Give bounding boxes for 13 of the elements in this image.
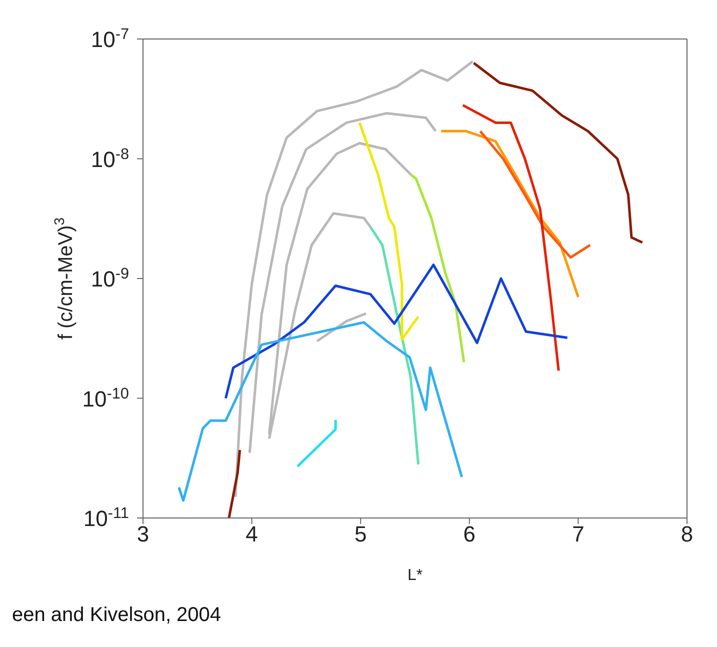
x-tick-label: 6 [463, 522, 476, 547]
x-tick-label: 7 [572, 522, 584, 547]
y-tick-label: 10$^{-8}$ [90, 145, 129, 172]
x-tick-label: 3 [136, 522, 150, 547]
y-tick-label: 10$^{-11}$ [83, 504, 129, 531]
x-tick-label: 8 [680, 522, 694, 547]
y-tick-label: 10$^{-9}$ [90, 265, 129, 292]
y-tick-label: 10$^{-10}$ [82, 384, 129, 412]
x-tick-label: 5 [354, 522, 367, 547]
x-tick-label: 4 [246, 522, 258, 547]
x-axis-title: L* [407, 567, 423, 584]
y-tick-label: 10$^{-7}$ [90, 26, 129, 52]
text: een and Kivelson, 2004 [12, 604, 222, 627]
